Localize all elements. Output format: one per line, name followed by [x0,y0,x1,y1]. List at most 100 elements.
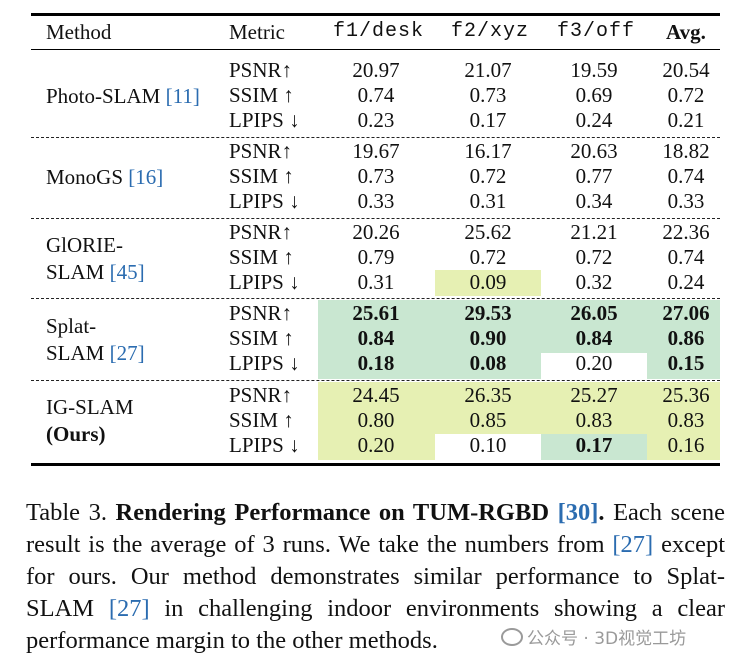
table-cell: 0.20 [357,433,395,457]
metric-label: PSNR↑ [229,383,293,407]
table-header-rule [31,49,720,50]
table-cell: 16.17 [464,139,512,163]
table-cell: 0.79 [357,245,395,269]
table-cell: 0.72 [469,245,507,269]
table-cell: 0.09 [469,270,507,294]
table-cell: 0.10 [469,433,507,457]
table-cell: 25.61 [352,301,400,325]
table-cell: 27.06 [662,301,710,325]
highlight-splat-col3-top [541,300,647,353]
table-cell: 0.15 [667,351,705,375]
citation-link[interactable]: [11] [165,84,200,108]
highlight-splat-col1 [318,300,435,379]
metric-label: LPIPS ↓ [229,108,300,132]
metric-label: LPIPS ↓ [229,270,300,294]
method-photo-slam: Photo-SLAM [11] [46,84,200,108]
highlight-ours-col3-top [541,382,647,434]
table-cell: 19.59 [570,58,618,82]
table-cell: 0.33 [667,189,705,213]
table-cell: 0.31 [469,189,507,213]
citation-link[interactable]: [27] [612,531,654,558]
header-f1-desk: f1/desk [333,20,425,43]
table-cell: 0.85 [469,408,507,432]
table-cell: 0.21 [667,108,705,132]
citation-link[interactable]: [27] [108,595,150,622]
metric-label: LPIPS ↓ [229,433,300,457]
table-cell: 0.31 [357,270,395,294]
row-divider [31,298,720,299]
table-cell: 0.74 [357,83,395,107]
table-cell: 0.83 [667,408,705,432]
highlight-ours-avg [647,382,720,460]
table-cell: 25.27 [570,383,618,407]
table-cell: 25.62 [464,220,512,244]
citation-link[interactable]: [45] [109,260,145,284]
table-cell: 0.80 [357,408,395,432]
metric-label: PSNR↑ [229,139,293,163]
row-divider [31,218,720,219]
table-cell: 29.53 [464,301,512,325]
row-divider [31,380,720,381]
table-cell: 0.24 [575,108,613,132]
table-cell: 0.83 [575,408,613,432]
metric-label: SSIM ↑ [229,408,294,432]
table-cell: 21.07 [464,58,512,82]
header-f2-xyz: f2/xyz [451,20,530,43]
watermark: 公众号 · 3D视觉工坊 [497,624,691,649]
table-cell: 0.72 [667,83,705,107]
metric-label: PSNR↑ [229,220,293,244]
header-f3-off: f3/off [557,20,636,43]
metric-label: SSIM ↑ [229,326,294,350]
header-method: Method [46,20,112,44]
highlight-ours-col3-lpips [541,434,647,460]
method-splat-slam: Splat- SLAM [27] [46,314,145,365]
metric-label: PSNR↑ [229,58,293,82]
method-ig-slam-ours: IG-SLAM (Ours) [46,395,134,446]
table-top-rule [31,13,720,16]
table-cell: 0.34 [575,189,613,213]
highlight-splat-avg [647,300,720,379]
table-cell: 20.26 [352,220,400,244]
table-cell: 0.74 [667,245,705,269]
citation-link[interactable]: [27] [109,341,145,365]
metric-label: LPIPS ↓ [229,351,300,375]
table-cell: 0.73 [469,83,507,107]
wechat-icon [501,628,523,646]
table-cell: 25.36 [662,383,710,407]
metric-label: SSIM ↑ [229,83,294,107]
row-divider [31,137,720,138]
header-avg: Avg. [666,20,706,44]
table-cell: 21.21 [570,220,618,244]
citation-link[interactable]: [30] [557,499,599,526]
metric-label: SSIM ↑ [229,164,294,188]
table-cell: 0.33 [357,189,395,213]
table-cell: 0.20 [575,351,613,375]
citation-link[interactable]: [16] [128,165,164,189]
table-cell: 0.32 [575,270,613,294]
table-cell: 0.23 [357,108,395,132]
metric-label: SSIM ↑ [229,245,294,269]
table-cell: 0.77 [575,164,613,188]
table-cell: 26.35 [464,383,512,407]
header-metric: Metric [229,20,285,44]
highlight-ours-col2-top [435,382,541,434]
method-monogs: MonoGS [16] [46,165,164,189]
table-cell: 0.69 [575,83,613,107]
table-cell: 0.24 [667,270,705,294]
table-cell: 0.84 [357,326,395,350]
table-cell: 0.18 [357,351,395,375]
table-cell: 0.72 [575,245,613,269]
table-cell: 18.82 [662,139,710,163]
table-cell: 19.67 [352,139,400,163]
table-cell: 0.72 [469,164,507,188]
table-cell: 20.54 [662,58,710,82]
table-cell: 26.05 [570,301,618,325]
table-cell: 0.84 [575,326,613,350]
metric-label: PSNR↑ [229,301,293,325]
table-cell: 22.36 [662,220,710,244]
highlight-ours-col1 [318,382,435,460]
table-bottom-rule [31,463,720,466]
highlight-glorie-lpips-xyz [435,270,541,296]
table-cell: 24.45 [352,383,400,407]
highlight-splat-col2 [435,300,541,379]
